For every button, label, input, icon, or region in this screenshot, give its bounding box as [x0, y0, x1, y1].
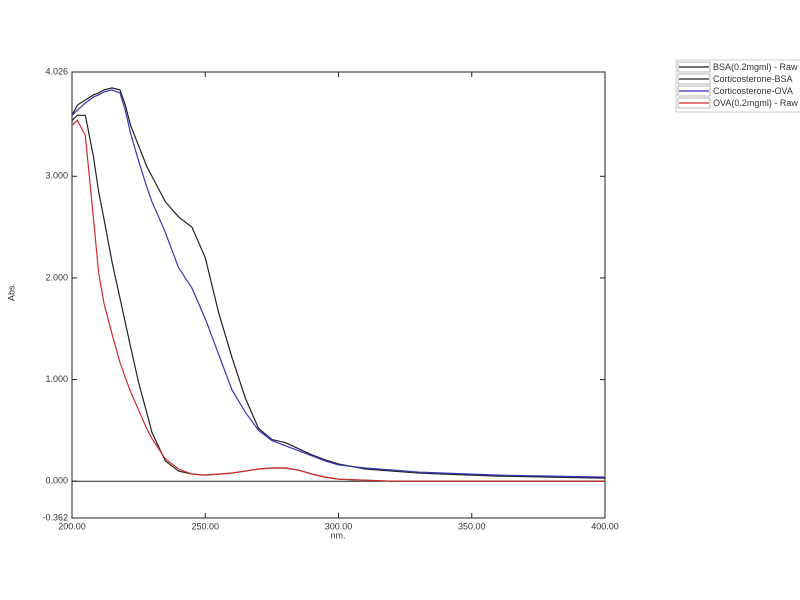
x-tick-label: 400.00	[591, 521, 619, 531]
plot-frame	[71, 71, 606, 519]
legend-label: Corticosterone-OVA	[713, 86, 793, 96]
y-tick-label: 4.026	[45, 66, 68, 76]
x-axis-label: nm.	[330, 530, 345, 540]
legend-label: Corticosterone-BSA	[713, 74, 793, 84]
legend-label: BSA(0.2mgml) - Raw	[713, 62, 798, 72]
y-tick-label: 1.000	[45, 374, 68, 384]
y-tick-label: 0.000	[45, 476, 68, 486]
series-line	[71, 119, 605, 482]
x-tick-label: 200.00	[58, 521, 86, 531]
series-line	[71, 114, 605, 482]
y-tick-label: -0.362	[42, 512, 68, 522]
y-tick-label: 3.000	[45, 171, 68, 181]
x-tick-label: 300.00	[325, 521, 353, 531]
series-line	[71, 89, 606, 478]
x-tick-label: 350.00	[458, 521, 486, 531]
y-tick-label: 2.000	[45, 272, 68, 282]
y-axis-label: Abs.	[6, 283, 16, 301]
series-line	[71, 87, 606, 479]
legend-label: OVA(0.2mgml) - Raw	[713, 98, 798, 108]
x-tick-label: 250.00	[191, 521, 219, 531]
